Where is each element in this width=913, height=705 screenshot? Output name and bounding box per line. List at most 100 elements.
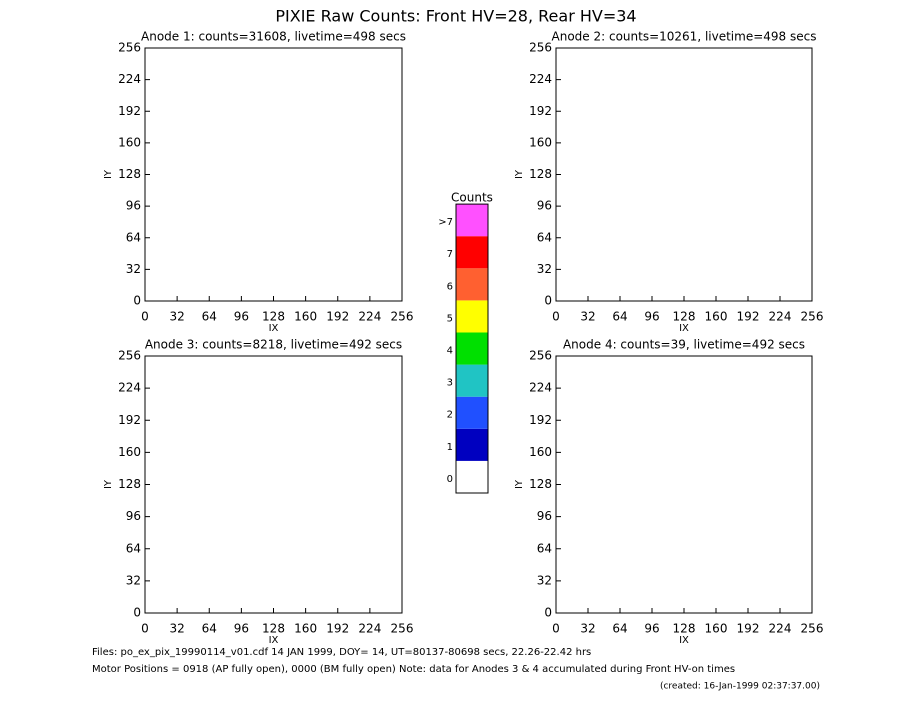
x-tick-label: 160 [705, 622, 728, 636]
x-tick-label: 224 [769, 622, 792, 636]
y-axis-label: IY [514, 169, 525, 179]
colorbar-label: 5 [447, 313, 453, 324]
x-tick-label: 160 [705, 310, 728, 324]
panel-title: Anode 3: counts=8218, livetime=492 secs [145, 338, 402, 352]
y-tick-label: 32 [126, 262, 141, 276]
panel-title: Anode 1: counts=31608, livetime=498 secs [141, 30, 406, 44]
colorbar-label: >7 [438, 217, 453, 228]
x-tick-label: 256 [391, 622, 414, 636]
y-tick-label: 64 [537, 541, 552, 555]
y-axis-label: IY [514, 479, 525, 489]
colorbar-swatch [456, 364, 488, 397]
y-tick-label: 128 [118, 477, 141, 491]
y-tick-label: 64 [126, 230, 141, 244]
x-tick-label: 256 [391, 310, 414, 324]
colorbar-label: 4 [447, 346, 453, 357]
colorbar-label: 0 [447, 474, 453, 485]
y-tick-label: 192 [118, 104, 141, 118]
x-tick-label: 128 [262, 622, 285, 636]
x-tick-label: 32 [580, 622, 595, 636]
colorbar-label: 7 [447, 249, 453, 260]
y-tick-label: 224 [529, 381, 552, 395]
x-tick-label: 0 [552, 310, 560, 324]
colorbar-label: 2 [447, 410, 453, 421]
y-axis-label: IY [103, 169, 114, 179]
colorbar-swatch [456, 396, 488, 429]
x-tick-label: 224 [769, 310, 792, 324]
y-tick-label: 256 [118, 349, 141, 363]
colorbar-swatch [456, 236, 488, 269]
x-tick-label: 64 [612, 622, 627, 636]
x-tick-label: 32 [169, 310, 184, 324]
panel-title: Anode 4: counts=39, livetime=492 secs [563, 338, 805, 352]
y-tick-label: 96 [126, 199, 141, 213]
colorbar-swatch [456, 460, 488, 493]
x-tick-label: 96 [644, 310, 659, 324]
x-tick-label: 96 [234, 622, 249, 636]
colorbar-label: 3 [447, 378, 453, 389]
x-tick-label: 128 [673, 310, 696, 324]
y-tick-label: 224 [529, 72, 552, 86]
x-tick-label: 64 [202, 310, 217, 324]
colorbar-swatch [456, 204, 488, 237]
y-tick-label: 96 [126, 509, 141, 523]
x-tick-label: 192 [737, 310, 760, 324]
colorbar-label: 1 [447, 442, 453, 453]
x-tick-label: 64 [202, 622, 217, 636]
colorbar-title: Counts [451, 191, 493, 205]
x-axis-label: IX [679, 323, 689, 334]
x-tick-label: 96 [644, 622, 659, 636]
colorbar-swatch [456, 268, 488, 301]
x-tick-label: 64 [612, 310, 627, 324]
y-tick-label: 256 [529, 41, 552, 55]
x-tick-label: 128 [673, 622, 696, 636]
colorbar-swatch [456, 428, 488, 461]
y-tick-label: 64 [537, 230, 552, 244]
y-tick-label: 256 [529, 349, 552, 363]
x-tick-label: 192 [326, 622, 349, 636]
x-tick-label: 256 [801, 622, 824, 636]
x-tick-label: 0 [552, 622, 560, 636]
y-tick-label: 0 [544, 294, 552, 308]
colorbar-label: 6 [447, 281, 453, 292]
y-tick-label: 128 [529, 167, 552, 181]
y-tick-label: 32 [537, 573, 552, 587]
x-tick-label: 128 [262, 310, 285, 324]
y-tick-label: 160 [118, 135, 141, 149]
y-tick-label: 224 [118, 72, 141, 86]
y-tick-label: 128 [118, 167, 141, 181]
y-tick-label: 224 [118, 381, 141, 395]
colorbar-swatch [456, 332, 488, 365]
x-tick-label: 32 [169, 622, 184, 636]
x-tick-label: 192 [737, 622, 760, 636]
y-tick-label: 256 [118, 41, 141, 55]
y-tick-label: 96 [537, 509, 552, 523]
x-axis-label: IX [679, 635, 689, 646]
y-tick-label: 32 [126, 573, 141, 587]
x-tick-label: 256 [801, 310, 824, 324]
x-tick-label: 160 [294, 622, 317, 636]
footer-motor: Motor Positions = 0918 (AP fully open), … [92, 664, 735, 675]
y-tick-label: 192 [529, 413, 552, 427]
y-tick-label: 96 [537, 199, 552, 213]
y-tick-label: 160 [529, 445, 552, 459]
x-tick-label: 0 [141, 622, 149, 636]
y-tick-label: 0 [544, 606, 552, 620]
x-tick-label: 32 [580, 310, 595, 324]
x-axis-label: IX [269, 323, 279, 334]
x-tick-label: 192 [326, 310, 349, 324]
x-axis-label: IX [269, 635, 279, 646]
y-tick-label: 160 [118, 445, 141, 459]
y-axis-label: IY [103, 479, 114, 489]
footer-files: Files: po_ex_pix_19990114_v01.cdf 14 JAN… [92, 647, 591, 658]
y-tick-label: 160 [529, 135, 552, 149]
y-tick-label: 192 [118, 413, 141, 427]
x-tick-label: 96 [234, 310, 249, 324]
page-title: PIXIE Raw Counts: Front HV=28, Rear HV=3… [275, 7, 636, 26]
colorbar-swatch [456, 300, 488, 333]
footer-created: (created: 16-Jan-1999 02:37:37.00) [660, 682, 820, 692]
x-tick-label: 224 [358, 310, 381, 324]
y-tick-label: 192 [529, 104, 552, 118]
x-tick-label: 224 [358, 622, 381, 636]
